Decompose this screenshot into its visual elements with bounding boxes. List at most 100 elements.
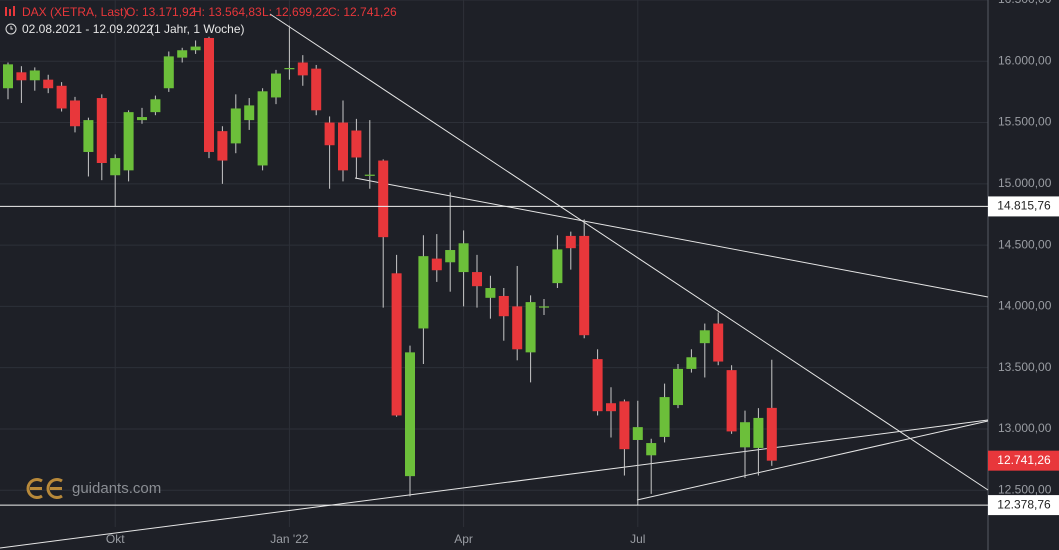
- last-price-label: 12.741,26: [997, 453, 1051, 467]
- candle-body: [378, 160, 389, 238]
- candle-body: [659, 397, 670, 437]
- candle-body: [766, 407, 777, 461]
- candle-body: [110, 158, 121, 176]
- candle-body: [190, 46, 201, 51]
- candle-body: [445, 250, 456, 263]
- candle-body: [472, 272, 482, 287]
- candle-body: [150, 99, 161, 113]
- candle-body: [70, 100, 80, 127]
- x-tick-label: Apr: [454, 532, 473, 546]
- candle-body: [391, 273, 402, 416]
- x-tick-label: Jan '22: [270, 532, 309, 546]
- header-range: 02.08.2021 - 12.09.2022: [22, 22, 153, 36]
- candle-body: [43, 79, 54, 89]
- icon: [9, 9, 11, 16]
- y-tick-label: 15.500,00: [998, 115, 1052, 129]
- y-tick-label: 16.000,00: [998, 53, 1052, 67]
- candle-body: [592, 359, 603, 412]
- header-title: DAX (XETRA, Last): [22, 5, 127, 19]
- candle-body: [632, 427, 643, 440]
- candle-body: [257, 91, 268, 166]
- candle-body: [418, 256, 429, 329]
- trendline: [0, 419, 989, 549]
- last-price-box: [988, 450, 1059, 471]
- candle-body: [177, 50, 188, 58]
- candle-body: [16, 72, 27, 81]
- candle-body: [619, 401, 630, 450]
- y-tick-label: 13.500,00: [998, 360, 1052, 374]
- overlay: 14.815,76 12.378,76 12.741,26: [0, 196, 1059, 516]
- header: DAX (XETRA, Last) O: 13.171,92 H: 13.564…: [5, 5, 397, 36]
- candle-body: [552, 249, 563, 284]
- y-tick-label: 13.000,00: [998, 421, 1052, 435]
- candle-body: [525, 302, 536, 353]
- candle-body: [137, 117, 147, 121]
- candle-body: [56, 85, 67, 109]
- candle-body: [217, 131, 228, 161]
- candle-body: [431, 258, 442, 271]
- candle-body: [204, 37, 214, 152]
- icon: [13, 6, 15, 16]
- candle-body: [338, 122, 348, 171]
- candle-body: [351, 130, 362, 158]
- candle-body: [699, 330, 710, 344]
- candles: [3, 25, 777, 505]
- candle-body: [364, 174, 375, 176]
- trendline: [269, 13, 989, 491]
- header-ohlc: H: 13.564,83: [193, 5, 262, 19]
- candle-body: [123, 112, 134, 171]
- trendline: [354, 177, 989, 298]
- logo: [26, 478, 63, 499]
- candle-body: [96, 98, 107, 164]
- clock-icon: [10, 26, 13, 30]
- level-label-box: [988, 495, 1059, 516]
- candle-body: [606, 403, 616, 412]
- level-label: 12.378,76: [997, 497, 1051, 511]
- candle-body: [324, 122, 335, 146]
- candle-body: [163, 56, 174, 89]
- watermark: guidants.com: [26, 478, 161, 499]
- candle-body: [753, 417, 764, 448]
- header-ohlc: L: 12.699,22: [262, 5, 329, 19]
- candle-body: [646, 443, 657, 456]
- y-tick-label: 15.000,00: [998, 176, 1052, 190]
- candle-body: [244, 105, 255, 121]
- candle-body: [539, 306, 549, 308]
- trendline: [636, 420, 989, 501]
- header-ohlc: O: 13.171,92: [126, 5, 196, 19]
- candle-body: [726, 370, 737, 432]
- x-tick-label: Okt: [106, 532, 125, 546]
- candle-body: [565, 235, 576, 249]
- header-period: (1 Jahr, 1 Woche): [150, 22, 245, 36]
- candle-body: [485, 288, 496, 298]
- candle-body: [297, 62, 308, 76]
- candle-body: [284, 68, 295, 70]
- candle-body: [405, 352, 415, 477]
- clock-icon: [5, 23, 17, 35]
- y-tick-label: 12.500,00: [998, 482, 1052, 496]
- candle-body: [512, 306, 523, 350]
- candle-body: [713, 323, 724, 362]
- icon: [5, 7, 7, 16]
- candle-body: [29, 70, 40, 81]
- header-ohlc: C: 12.741,26: [328, 5, 397, 19]
- candle-body: [686, 357, 697, 369]
- candle-body: [673, 368, 683, 406]
- candle-body: [83, 120, 94, 152]
- candle-body: [498, 295, 509, 317]
- y-tick-label: 14.500,00: [998, 237, 1052, 251]
- trendlines: [0, 13, 989, 549]
- candle-body: [230, 108, 241, 144]
- candle-body: [579, 235, 590, 336]
- y-tick-label: 14.000,00: [998, 299, 1052, 313]
- y-tick-label: 16.500,00: [998, 0, 1052, 6]
- level-label-box: [988, 196, 1059, 217]
- watermark-text: guidants.com: [72, 480, 161, 497]
- level-label: 14.815,76: [997, 199, 1051, 213]
- candle-body: [271, 73, 281, 98]
- candle-body: [3, 64, 13, 89]
- candle-body: [311, 68, 322, 111]
